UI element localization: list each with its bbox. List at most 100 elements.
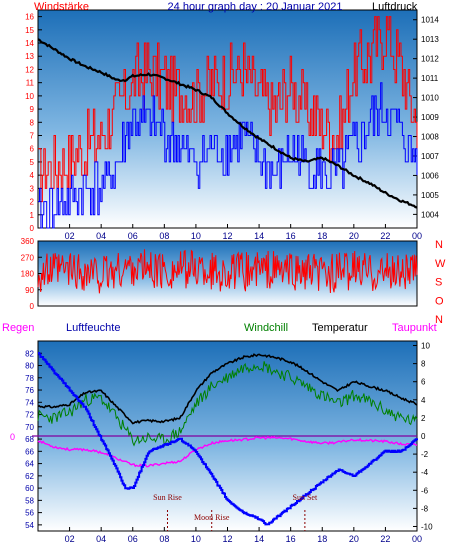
wind-axis-tick-label: 5 [30,158,35,167]
panel3-x-tick-label: 04 [96,534,106,544]
pressure-axis-tick-label: 1012 [421,55,439,64]
direction-axis-tick-label: 0 [30,302,35,311]
windchill-line [37,361,418,448]
wind-axis-tick-label: 11 [26,79,35,88]
wind-axis-tick-label: 7 [30,132,35,141]
annotation-label: Moon Rise [194,513,230,522]
direction-compass-label: S [435,277,442,289]
wind-axis-tick-label: 3 [30,184,35,193]
wind-axis-tick-label: 2 [30,198,35,207]
panel1-x-tick-label: 18 [317,231,327,241]
panel1-x-tick-label: 00 [412,231,422,241]
left-axis-title: Windstärke [34,1,89,13]
wind-axis-tick-label: 12 [25,65,34,74]
direction-axis-tick-label: 270 [21,253,35,262]
pressure-line [37,38,418,209]
wind-axis-tick-label: 10 [25,92,34,101]
panel3-x-tick-label: 18 [317,534,327,544]
annotation-label: Sun Set [293,493,318,502]
pressure-axis-tick-label: 1011 [421,74,439,83]
humidity-axis-tick-label: 64 [25,460,34,469]
windchill-label: Windchill [244,322,288,334]
wind-axis-tick-label: 0 [30,224,35,233]
wind-axis-tick-label: 1 [30,211,35,220]
right-axis-title: Luftdruck [372,1,418,13]
panel1-x-tick-label: 10 [191,231,201,241]
humidity-line [38,352,418,526]
chart-marks: 0123456789101112131415161004100510061007… [10,13,446,544]
temperature-axis-tick-label: 4 [421,396,426,405]
temperature-line [37,353,418,425]
temperature-axis-tick-label: -8 [421,504,429,513]
direction-compass-label: W [435,258,446,270]
temperature-axis-tick-label: 6 [421,378,426,387]
dewpoint-line [37,435,418,468]
panel1-x-tick-label: 20 [349,231,359,241]
humidity-axis-tick-label: 68 [25,435,34,444]
panel3-x-tick-label: 12 [222,534,232,544]
wind-axis-tick-label: 8 [30,118,35,127]
temperature-axis-tick-label: 0 [421,432,426,441]
wind-axis-tick-label: 16 [25,13,34,22]
direction-axis-tick-label: 360 [21,237,35,246]
humidity-axis-tick-label: 66 [25,447,34,456]
humidity-axis-tick-label: 74 [25,398,34,407]
rain-zero-label: 0 [10,432,15,442]
panel3-x-tick-label: 06 [128,534,138,544]
temperature-axis-tick-label: -10 [421,522,433,531]
panel3-x-tick-label: 10 [191,534,201,544]
pressure-axis-tick-label: 1008 [421,133,439,142]
panel3-x-tick-label: 02 [65,534,75,544]
direction-compass-label: N [435,239,443,251]
direction-axis-tick-label: 180 [21,270,35,279]
direction-compass-label: O [435,295,444,307]
panel3-x-tick-label: 16 [286,534,296,544]
panel3-x-tick-label: 00 [412,534,422,544]
panel1-x-tick-label: 12 [222,231,232,241]
panel1-x-tick-label: 06 [128,231,138,241]
temperature-axis-tick-label: -2 [421,450,429,459]
rain-label: Regen [2,322,34,334]
wind-axis-tick-label: 13 [25,52,34,61]
panel3-x-tick-label: 20 [349,534,359,544]
direction-compass-label: N [435,314,443,326]
wind-axis-tick-label: 15 [25,26,34,35]
wind-direction-line [37,249,418,294]
wind-axis-tick-label: 4 [30,171,35,180]
panel1-x-tick-label: 02 [65,231,75,241]
panel1-x-tick-label: 22 [380,231,390,241]
panel1-x-tick-label: 08 [159,231,169,241]
humidity-axis-tick-label: 62 [25,472,34,481]
humidity-axis-tick-label: 56 [25,509,34,518]
pressure-axis-tick-label: 1005 [421,191,439,200]
humidity-axis-tick-label: 58 [25,496,34,505]
wind-mean-line [38,82,418,229]
pressure-axis-tick-label: 1006 [421,171,439,180]
pressure-axis-tick-label: 1007 [421,152,439,161]
pressure-axis-tick-label: 1014 [421,16,439,25]
direction-axis-tick-label: 90 [25,286,34,295]
wind-gust-line [38,16,418,203]
pressure-axis-tick-label: 1004 [421,210,439,219]
wind-axis-tick-label: 6 [30,145,35,154]
panel3-x-tick-label: 22 [380,534,390,544]
humidity-axis-tick-label: 72 [25,411,34,420]
wind-axis-tick-label: 14 [25,39,34,48]
panel3-x-tick-label: 08 [159,534,169,544]
temperature-axis-tick-label: 2 [421,414,426,423]
panel3-x-tick-label: 14 [254,534,264,544]
pressure-axis-tick-label: 1009 [421,113,439,122]
chart-title: 24 hour graph day : 20 Januar 2021 [168,1,343,13]
humidity-axis-tick-label: 82 [25,349,34,358]
pressure-axis-tick-label: 1010 [421,94,439,103]
panel1-x-tick-label: 16 [286,231,296,241]
panel1-x-tick-label: 04 [96,231,106,241]
humidity-axis-tick-label: 60 [25,484,34,493]
dewpoint-label: Taupunkt [392,322,437,334]
humidity-label: Luftfeuchte [66,322,120,334]
wind-axis-tick-label: 9 [30,105,35,114]
temperature-axis-tick-label: 8 [421,360,426,369]
temperature-label: Temperatur [312,322,368,334]
